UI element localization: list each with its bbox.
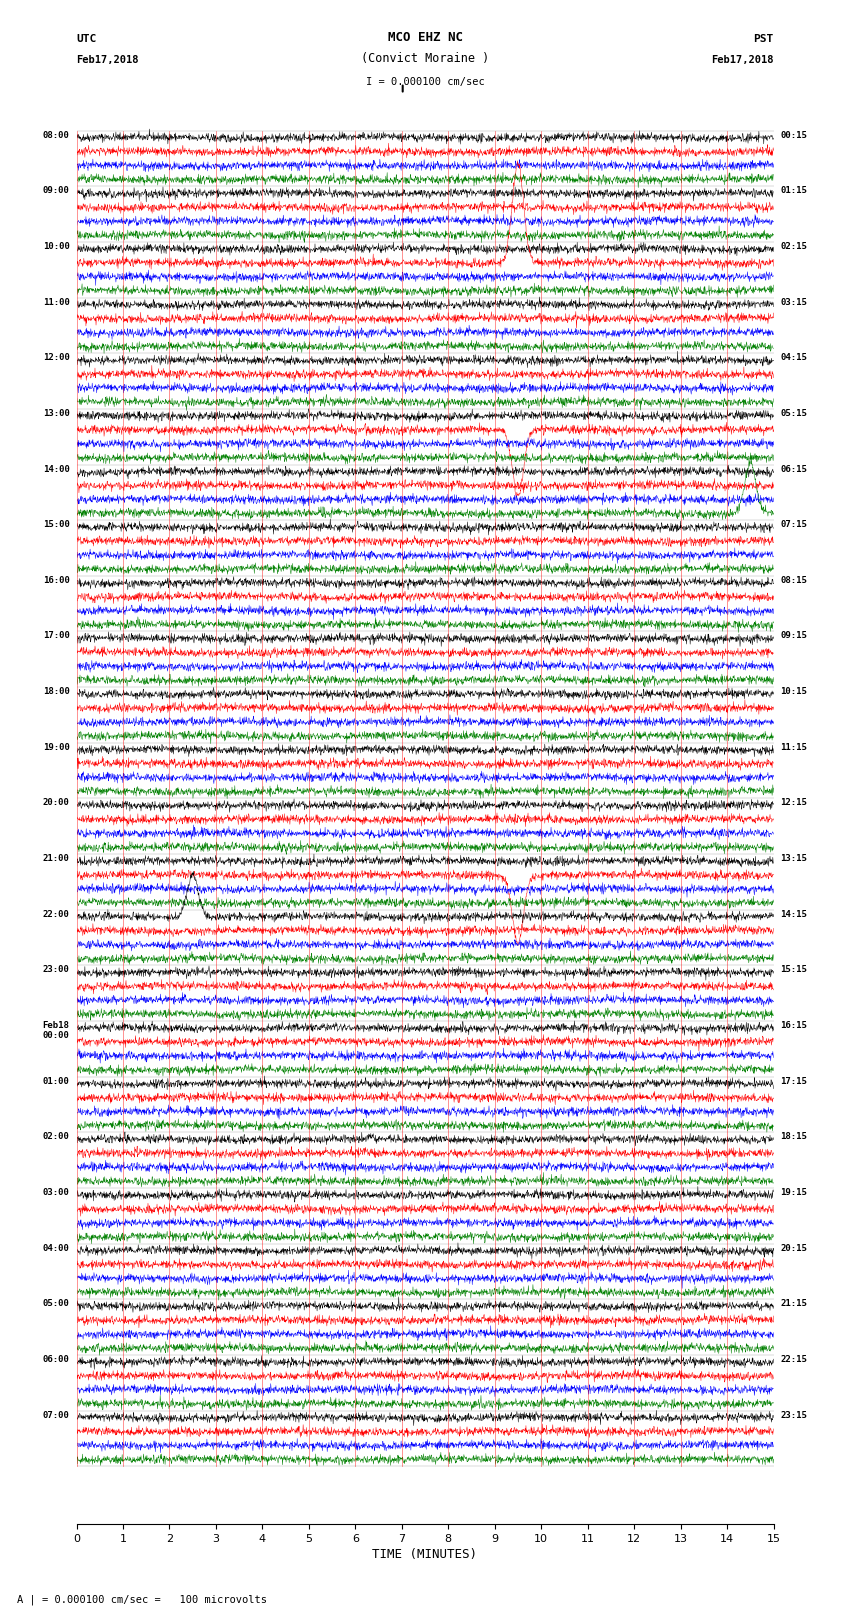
Text: 05:00: 05:00 xyxy=(42,1298,70,1308)
Text: 18:00: 18:00 xyxy=(42,687,70,697)
Text: 19:15: 19:15 xyxy=(780,1187,808,1197)
Text: 07:00: 07:00 xyxy=(42,1410,70,1419)
Text: UTC: UTC xyxy=(76,34,97,44)
Text: 08:15: 08:15 xyxy=(780,576,808,586)
Text: PST: PST xyxy=(753,34,774,44)
Text: 01:00: 01:00 xyxy=(42,1077,70,1086)
Text: 17:15: 17:15 xyxy=(780,1077,808,1086)
Text: 23:00: 23:00 xyxy=(42,965,70,974)
Text: I = 0.000100 cm/sec: I = 0.000100 cm/sec xyxy=(366,77,484,87)
Text: Feb18
00:00: Feb18 00:00 xyxy=(42,1021,70,1040)
Text: 08:00: 08:00 xyxy=(42,131,70,140)
Text: 10:15: 10:15 xyxy=(780,687,808,697)
Text: 17:00: 17:00 xyxy=(42,632,70,640)
Text: 19:00: 19:00 xyxy=(42,742,70,752)
Text: 15:00: 15:00 xyxy=(42,521,70,529)
Text: 07:15: 07:15 xyxy=(780,521,808,529)
Text: 13:15: 13:15 xyxy=(780,855,808,863)
Text: 05:15: 05:15 xyxy=(780,410,808,418)
Text: 15:15: 15:15 xyxy=(780,965,808,974)
Text: 01:15: 01:15 xyxy=(780,187,808,195)
Text: 11:00: 11:00 xyxy=(42,298,70,306)
Text: 21:00: 21:00 xyxy=(42,855,70,863)
Text: 04:15: 04:15 xyxy=(780,353,808,363)
Text: 20:00: 20:00 xyxy=(42,798,70,808)
Text: (Convict Moraine ): (Convict Moraine ) xyxy=(361,52,489,66)
X-axis label: TIME (MINUTES): TIME (MINUTES) xyxy=(372,1548,478,1561)
Text: 22:00: 22:00 xyxy=(42,910,70,919)
Text: 13:00: 13:00 xyxy=(42,410,70,418)
Text: 20:15: 20:15 xyxy=(780,1244,808,1253)
Text: 12:15: 12:15 xyxy=(780,798,808,808)
Text: 16:15: 16:15 xyxy=(780,1021,808,1031)
Text: 02:00: 02:00 xyxy=(42,1132,70,1142)
Text: 06:15: 06:15 xyxy=(780,465,808,474)
Text: 09:15: 09:15 xyxy=(780,632,808,640)
Text: 22:15: 22:15 xyxy=(780,1355,808,1365)
Text: 14:00: 14:00 xyxy=(42,465,70,474)
Text: 03:00: 03:00 xyxy=(42,1187,70,1197)
Text: Feb17,2018: Feb17,2018 xyxy=(711,55,774,66)
Text: 14:15: 14:15 xyxy=(780,910,808,919)
Text: 06:00: 06:00 xyxy=(42,1355,70,1365)
Text: 18:15: 18:15 xyxy=(780,1132,808,1142)
Text: 21:15: 21:15 xyxy=(780,1298,808,1308)
Text: 11:15: 11:15 xyxy=(780,742,808,752)
Text: 00:15: 00:15 xyxy=(780,131,808,140)
Text: 03:15: 03:15 xyxy=(780,298,808,306)
Text: 16:00: 16:00 xyxy=(42,576,70,586)
Text: 04:00: 04:00 xyxy=(42,1244,70,1253)
Text: 23:15: 23:15 xyxy=(780,1410,808,1419)
Text: A | = 0.000100 cm/sec =   100 microvolts: A | = 0.000100 cm/sec = 100 microvolts xyxy=(17,1594,267,1605)
Text: 12:00: 12:00 xyxy=(42,353,70,363)
Text: 02:15: 02:15 xyxy=(780,242,808,252)
Text: 09:00: 09:00 xyxy=(42,187,70,195)
Text: 10:00: 10:00 xyxy=(42,242,70,252)
Text: Feb17,2018: Feb17,2018 xyxy=(76,55,139,66)
Text: MCO EHZ NC: MCO EHZ NC xyxy=(388,31,462,44)
